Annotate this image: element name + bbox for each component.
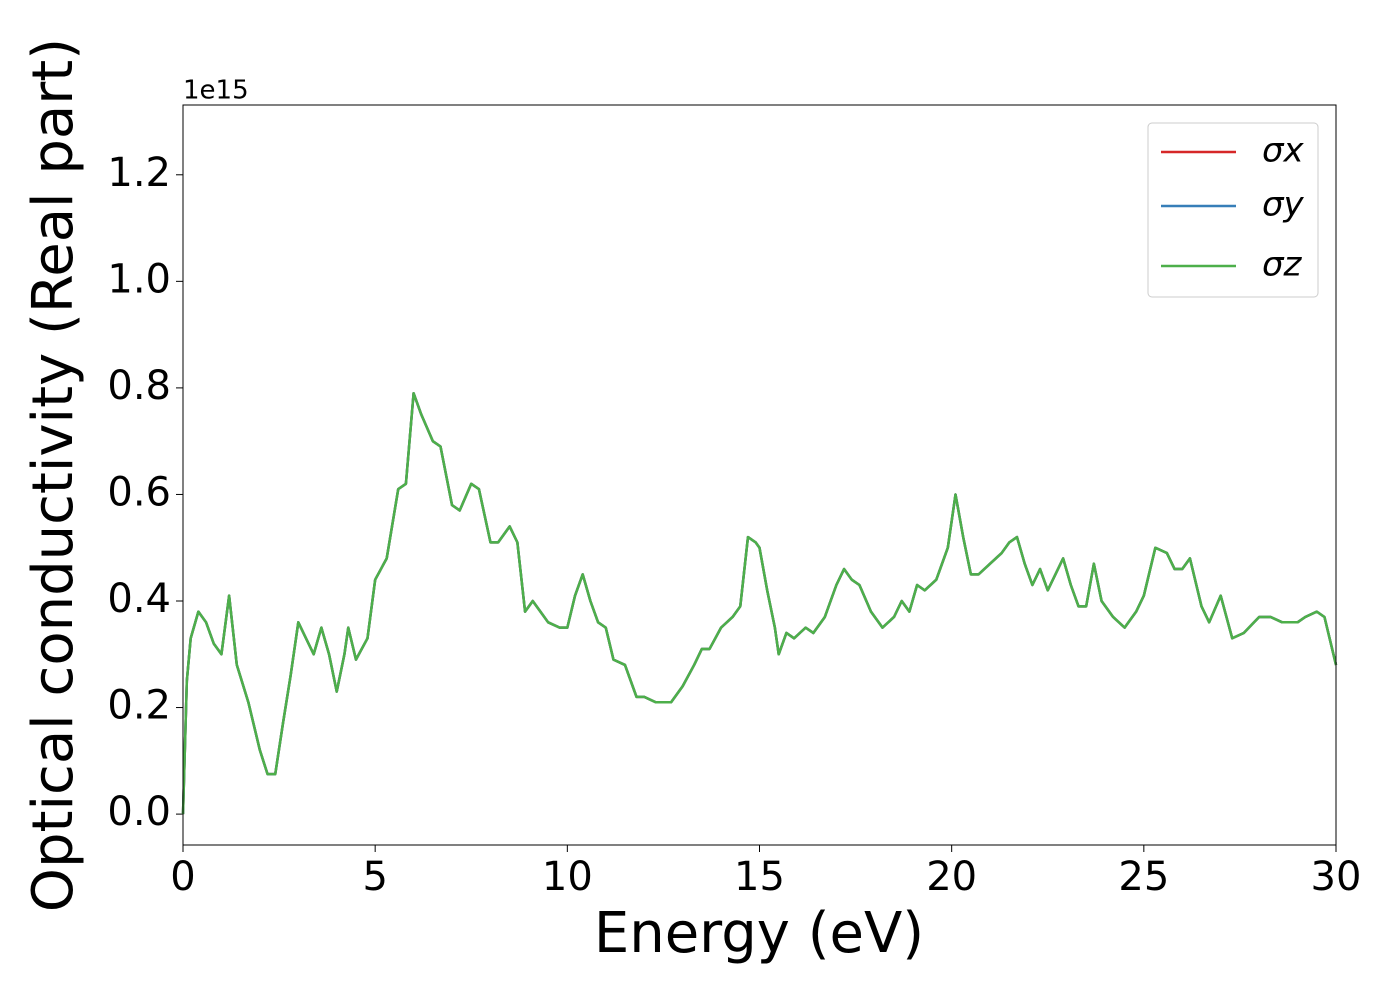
x-tick-label: 10 [542, 854, 593, 900]
legend-label: σy [1262, 185, 1305, 225]
y-axis-label: Optical conductivity (Real part) [21, 38, 86, 912]
legend-label: σz [1262, 245, 1303, 285]
y-tick-label: 0.6 [107, 469, 171, 515]
legend-box [1147, 122, 1319, 298]
x-tick-label: 5 [362, 854, 387, 900]
y-tick-label: 1.0 [107, 256, 171, 302]
x-tick-label: 20 [926, 854, 977, 900]
x-axis-label: Energy (eV) [594, 901, 924, 966]
y-tick-label: 1.2 [107, 150, 171, 196]
y-tick-label: 0.2 [107, 683, 171, 729]
x-tick-label: 15 [734, 854, 785, 900]
series-line [181, 391, 1338, 815]
y-tick-label: 0.0 [107, 789, 171, 835]
legend-label: σx [1262, 131, 1305, 171]
y-offset-label: 1e15 [183, 76, 249, 106]
x-tick-label: 25 [1118, 854, 1169, 900]
plot-frame [182, 104, 1337, 846]
x-tick-label: 30 [1311, 854, 1362, 900]
series-line [181, 391, 1338, 815]
y-tick-label: 0.8 [107, 363, 171, 409]
x-tick-label: 0 [170, 854, 195, 900]
y-tick-label: 0.4 [107, 576, 171, 622]
series-line [181, 391, 1338, 815]
